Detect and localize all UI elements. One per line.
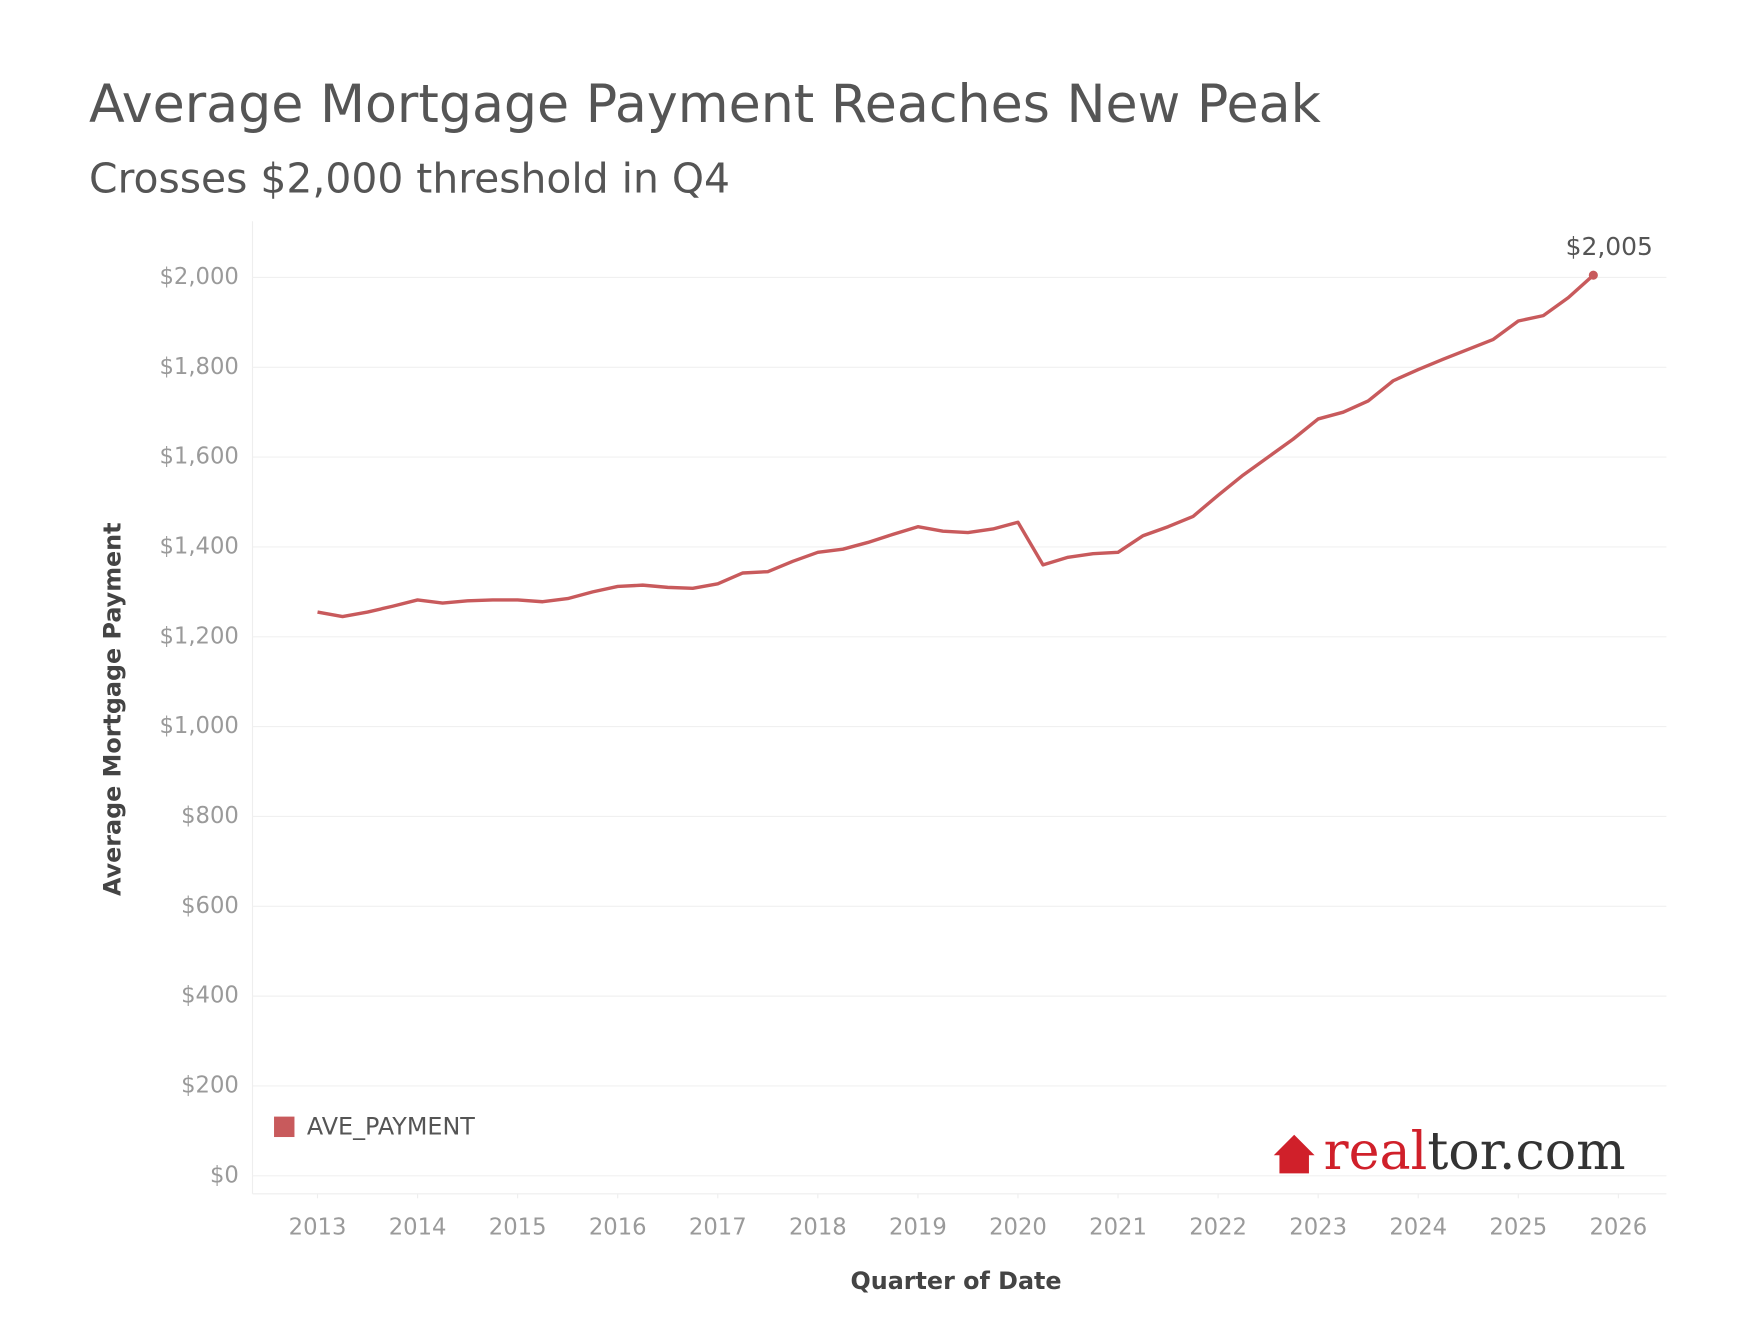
y-tick-label: $800 [181, 803, 239, 829]
x-tick-label: 2014 [389, 1214, 447, 1240]
x-tick-label: 2025 [1489, 1214, 1547, 1240]
y-tick-label: $200 [181, 1072, 239, 1098]
chart-title: Average Mortgage Payment Reaches New Pea… [89, 75, 1322, 135]
y-axis-label: Average Mortgage Payment [99, 522, 127, 896]
logo-text: realtor.com [1324, 1122, 1626, 1182]
y-tick-label: $2,000 [159, 264, 238, 290]
y-tick-label: $400 [181, 983, 239, 1009]
x-tick-label: 2016 [589, 1214, 647, 1240]
logo-brand: real [1324, 1122, 1428, 1182]
x-axis-label: Quarter of Date [850, 1267, 1061, 1295]
x-tick-label: 2023 [1289, 1214, 1347, 1240]
x-tick-label: 2019 [889, 1214, 947, 1240]
legend-swatch [274, 1116, 295, 1138]
logo-icon [1273, 1134, 1315, 1174]
logo-rest: tor.com [1427, 1122, 1625, 1182]
chart-subtitle: Crosses $2,000 threshold in Q4 [89, 155, 730, 203]
y-tick-label: $1,200 [159, 623, 238, 649]
x-tick-label: 2013 [289, 1214, 347, 1240]
y-tick-label: $600 [181, 893, 239, 919]
x-tick-label: 2022 [1189, 1214, 1247, 1240]
x-tick-label: 2020 [989, 1214, 1047, 1240]
legend: AVE_PAYMENT [274, 1112, 475, 1140]
end-point [1588, 270, 1598, 280]
x-tick-label: 2026 [1589, 1214, 1647, 1240]
end-annotation: $2,005 [1566, 232, 1653, 261]
y-tick-label: $1,400 [159, 533, 238, 559]
y-tick-label: $0 [210, 1162, 239, 1188]
logo: realtor.com [1273, 1122, 1626, 1182]
y-tick-label: $1,000 [159, 713, 238, 739]
x-tick-label: 2015 [489, 1214, 547, 1240]
x-tick-label: 2018 [789, 1214, 847, 1240]
x-tick-label: 2017 [689, 1214, 747, 1240]
y-tick-label: $1,800 [159, 354, 238, 380]
x-tick-label: 2021 [1089, 1214, 1147, 1240]
data-line [317, 273, 1595, 619]
x-tick-label: 2024 [1389, 1214, 1447, 1240]
y-tick-label: $1,600 [159, 444, 238, 470]
legend-label: AVE_PAYMENT [307, 1112, 475, 1140]
